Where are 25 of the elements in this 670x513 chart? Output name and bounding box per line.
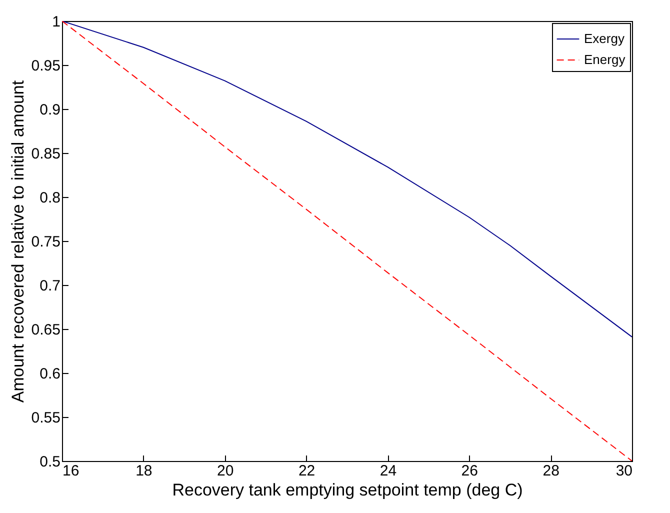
x-tick-label: 22 (298, 462, 316, 480)
legend-label: Exergy (584, 31, 625, 46)
y-tick-label: 0.55 (31, 410, 60, 426)
y-axis-title: Amount recovered relative to initial amount (8, 80, 28, 403)
y-tick-label: 0.75 (31, 234, 60, 250)
x-tick-label: 24 (380, 462, 397, 480)
y-tick-label: 0.85 (31, 146, 60, 162)
legend-label: Energy (584, 52, 626, 67)
x-tick-label: 26 (461, 462, 478, 480)
line-series (62, 21, 632, 461)
y-tick-label: 1 (52, 14, 60, 30)
y-tick-label: 0.8 (40, 190, 60, 206)
y-tick-label: 0.9 (40, 102, 60, 118)
y-tick-label: 0.95 (31, 58, 60, 74)
x-axis-title: Recovery tank emptying setpoint temp (deg C) (172, 480, 523, 500)
y-tick-label: 0.7 (40, 278, 60, 294)
x-tick-label: 28 (542, 462, 560, 480)
y-tick-label: 0.5 (40, 454, 60, 470)
x-tick-label: 30 (616, 462, 632, 480)
x-tick-label: 16 (62, 462, 80, 480)
y-tick-label: 0.6 (40, 366, 60, 382)
y-tick-label: 0.65 (31, 322, 60, 338)
line-series (62, 21, 632, 338)
x-tick-label: 20 (217, 462, 234, 480)
x-tick-label: 18 (136, 462, 152, 480)
